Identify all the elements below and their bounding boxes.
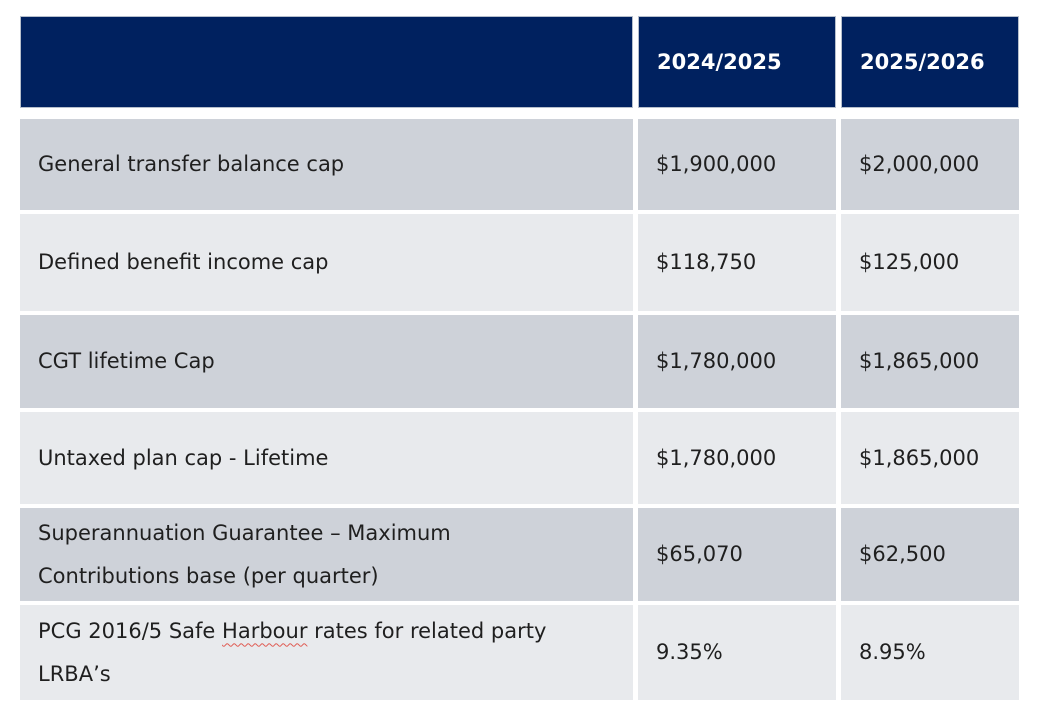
value-2024-2025-cell[interactable]: $1,780,000 [638,412,836,504]
table-row: CGT lifetime Cap $1,780,000 $1,865,000 [20,315,1019,408]
header-cell-2024-2025[interactable]: 2024/2025 [638,16,836,108]
label-text-after: rates for related party [307,618,547,643]
rates-table: 2024/2025 2025/2026 General transfer bal… [20,16,1019,700]
table-row: General transfer balance cap $1,900,000 … [20,119,1019,210]
table-row: PCG 2016/5 Safe Harbour rates for relate… [20,605,1019,700]
value-2025-2026-cell[interactable]: $1,865,000 [841,315,1019,408]
row-label-line-2: Contributions base (per quarter) [38,563,379,588]
table-header-row: 2024/2025 2025/2026 [20,16,1019,108]
value-2024-2025: $1,780,000 [656,445,777,470]
value-2025-2026: $1,865,000 [859,349,980,373]
row-label-cell[interactable]: PCG 2016/5 Safe Harbour rates for relate… [20,605,633,700]
row-label-cell[interactable]: CGT lifetime Cap [20,315,633,408]
value-2025-2026-cell[interactable]: $1,865,000 [841,412,1019,504]
row-label: CGT lifetime Cap [38,349,215,373]
row-label: Untaxed plan cap - Lifetime [38,445,329,470]
value-2024-2025-cell[interactable]: $65,070 [638,508,836,601]
table-row: Untaxed plan cap - Lifetime $1,780,000 $… [20,412,1019,504]
row-label-cell[interactable]: Untaxed plan cap - Lifetime [20,412,633,504]
value-2024-2025-cell[interactable]: $118,750 [638,214,836,311]
value-2024-2025-cell[interactable]: $1,900,000 [638,119,836,210]
header-cell-blank[interactable] [20,16,633,108]
row-label-cell[interactable]: General transfer balance cap [20,119,633,210]
misspelled-word[interactable]: Harbour [222,618,308,643]
table-row: Superannuation Guarantee – Maximum Contr… [20,508,1019,601]
row-label-line-1: PCG 2016/5 Safe Harbour rates for relate… [38,610,546,653]
value-2025-2026-cell[interactable]: $125,000 [841,214,1019,311]
row-label: Defined benefit income cap [38,250,329,274]
header-cell-2025-2026[interactable]: 2025/2026 [841,16,1019,108]
value-2025-2026: 8.95% [859,640,926,664]
value-2024-2025: $1,900,000 [656,152,777,176]
value-2025-2026: $62,500 [859,542,946,566]
header-2024-2025-label: 2024/2025 [657,49,782,74]
value-2025-2026-cell[interactable]: $2,000,000 [841,119,1019,210]
value-2024-2025-cell[interactable]: 9.35% [638,605,836,700]
value-2025-2026-cell[interactable]: 8.95% [841,605,1019,700]
value-2025-2026: $1,865,000 [859,445,980,470]
row-label-cell[interactable]: Defined benefit income cap [20,214,633,311]
row-label: General transfer balance cap [38,152,345,176]
table-row: Defined benefit income cap $118,750 $125… [20,214,1019,311]
value-2025-2026: $2,000,000 [859,152,980,176]
value-2024-2025: $65,070 [656,542,743,566]
value-2024-2025: $1,780,000 [656,349,777,373]
row-label-cell[interactable]: Superannuation Guarantee – Maximum Contr… [20,508,633,601]
header-2025-2026-label: 2025/2026 [860,49,985,74]
value-2025-2026-cell[interactable]: $62,500 [841,508,1019,601]
row-label-line-2: LRBA’s [38,661,111,686]
value-2024-2025: $118,750 [656,250,757,274]
value-2024-2025: 9.35% [656,640,723,664]
value-2024-2025-cell[interactable]: $1,780,000 [638,315,836,408]
row-label-line-1: Superannuation Guarantee – Maximum [38,520,451,545]
label-text-before: PCG 2016/5 Safe [38,618,223,643]
value-2025-2026: $125,000 [859,250,960,274]
